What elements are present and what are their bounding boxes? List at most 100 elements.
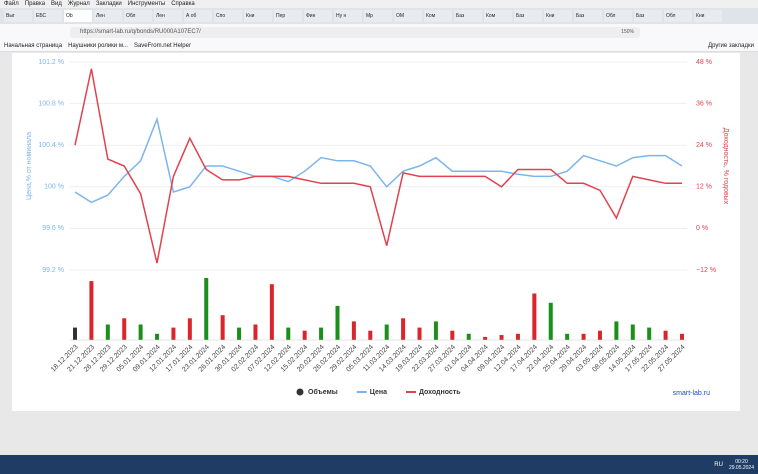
tab[interactable]: Выг xyxy=(4,10,32,22)
zoom-level[interactable]: 150% xyxy=(621,28,634,35)
lang: RU xyxy=(714,461,723,468)
volume-bar xyxy=(302,330,307,340)
bookmark[interactable]: Наушники ролики м... xyxy=(68,42,128,49)
legend-label[interactable]: Доходность xyxy=(419,389,461,396)
volume-bar xyxy=(450,330,455,340)
volume-bar xyxy=(138,324,143,340)
tab[interactable]: Баз xyxy=(514,10,542,22)
volume-bar xyxy=(663,330,668,340)
volume-bar xyxy=(73,327,77,340)
bookmarks-bar: Начальная страница Наушники ролики м... Sa… xyxy=(0,40,758,52)
tab-strip: Выг ЕБС Ob Лен Обл Лен А об Спо Кни Пер Фин Ну н Мр О… xyxy=(0,8,758,24)
tab[interactable]: Ком xyxy=(424,10,452,22)
menu-item[interactable]: Журнал xyxy=(67,1,90,7)
tab[interactable]: Обл xyxy=(664,10,692,22)
volume-bar xyxy=(384,324,389,340)
volume-bar xyxy=(466,333,471,340)
y2-axis-title: Доходность, % годовых xyxy=(722,128,729,205)
y2-tick-label: −12 % xyxy=(696,267,716,274)
y2-tick-label: 48 % xyxy=(696,59,712,66)
legend-marker xyxy=(296,388,304,396)
volume-bar xyxy=(89,281,94,340)
volume-bar xyxy=(614,321,619,340)
tab[interactable]: Ком xyxy=(484,10,512,22)
tab[interactable]: Обл xyxy=(124,10,152,22)
tab[interactable]: Обл xyxy=(604,10,632,22)
url-bar: https://smart-lab.ru/q/bonds/RU000A107EC… xyxy=(0,24,758,40)
other-bookmarks[interactable]: Другие закладки xyxy=(708,42,754,49)
y2-tick-label: 36 % xyxy=(696,100,712,107)
menu-item[interactable]: Файл xyxy=(4,1,19,7)
volume-bar xyxy=(319,327,324,340)
legend-label[interactable]: Объемы xyxy=(308,388,338,396)
volume-bar xyxy=(401,318,406,340)
tab[interactable]: Лен xyxy=(94,10,122,22)
address-field[interactable]: https://smart-lab.ru/q/bonds/RU000A107EC… xyxy=(70,26,640,38)
tab[interactable]: Кни xyxy=(244,10,272,22)
tab[interactable]: Баз xyxy=(454,10,482,22)
volume-bar xyxy=(597,330,602,340)
credit: smart-lab.ru xyxy=(673,390,710,397)
y-tick-label: 100 % xyxy=(44,184,64,191)
tab[interactable]: А об xyxy=(184,10,212,22)
tab[interactable]: ОМ xyxy=(394,10,422,22)
volume-bar xyxy=(630,324,635,340)
y-tick-label: 99.2 % xyxy=(42,267,64,274)
tab[interactable]: ЕБС xyxy=(34,10,62,22)
bookmark[interactable]: Начальная страница xyxy=(4,42,63,49)
tab[interactable]: Фин xyxy=(304,10,332,22)
tab[interactable]: Баз xyxy=(574,10,602,22)
y-tick-label: 101.2 % xyxy=(38,59,64,66)
tab[interactable]: Лен xyxy=(154,10,182,22)
tab[interactable]: Кни xyxy=(544,10,572,22)
y-axis-title: Цена,% от номинала xyxy=(26,132,33,200)
volume-bar xyxy=(417,327,422,340)
tab-active[interactable]: Ob xyxy=(64,10,92,22)
volume-bar xyxy=(187,318,192,340)
tab[interactable]: Кни xyxy=(694,10,722,22)
volume-bar xyxy=(105,324,110,340)
menu-item[interactable]: Правка xyxy=(24,1,46,7)
volume-bar xyxy=(532,293,537,340)
tab[interactable]: Пер xyxy=(274,10,302,22)
date: 29.05.2024 xyxy=(728,464,754,471)
menu-item[interactable]: Закладки xyxy=(95,1,122,7)
url-text: https://smart-lab.ru/q/bonds/RU000A107EC… xyxy=(80,28,201,35)
legend-label[interactable]: Цена xyxy=(370,389,387,396)
y-tick-label: 100.4 % xyxy=(38,142,64,149)
volume-bar xyxy=(351,321,356,340)
volume-bar xyxy=(171,327,176,340)
volume-bar xyxy=(499,335,504,340)
bookmark[interactable]: SaveFrom.net Helper xyxy=(133,42,191,49)
volume-bar xyxy=(565,333,570,340)
volume-bar xyxy=(335,305,340,340)
volume-bar xyxy=(680,333,684,340)
menu-item[interactable]: Справка xyxy=(171,1,195,7)
volume-bar xyxy=(220,315,225,340)
tab[interactable]: Баз xyxy=(634,10,662,22)
volume-bar xyxy=(286,327,291,340)
tab[interactable]: Ну н xyxy=(334,10,362,22)
volume-bar xyxy=(253,324,258,340)
menu-item[interactable]: Вид xyxy=(51,1,62,7)
y-tick-label: 99.6 % xyxy=(42,225,64,232)
volume-bar xyxy=(269,284,274,340)
y2-tick-label: 12 % xyxy=(696,184,712,191)
tab[interactable]: Мр xyxy=(364,10,392,22)
menu-bar: Файл Правка Вид Журнал Закладки Инструменты Сп… xyxy=(0,0,758,8)
volume-bar xyxy=(647,327,652,340)
clock: 00:20 xyxy=(735,458,748,465)
y2-tick-label: 24 % xyxy=(696,142,712,149)
volume-bar xyxy=(483,336,488,340)
volume-bar xyxy=(237,327,242,340)
volume-bar xyxy=(368,330,373,340)
volume-bar xyxy=(204,278,209,340)
tab[interactable]: Спо xyxy=(214,10,242,22)
volume-bar xyxy=(155,333,160,340)
menu-item[interactable]: Инструменты xyxy=(127,1,166,7)
page-content xyxy=(12,53,740,411)
volume-bar xyxy=(122,318,127,340)
volume-bar xyxy=(581,333,586,340)
